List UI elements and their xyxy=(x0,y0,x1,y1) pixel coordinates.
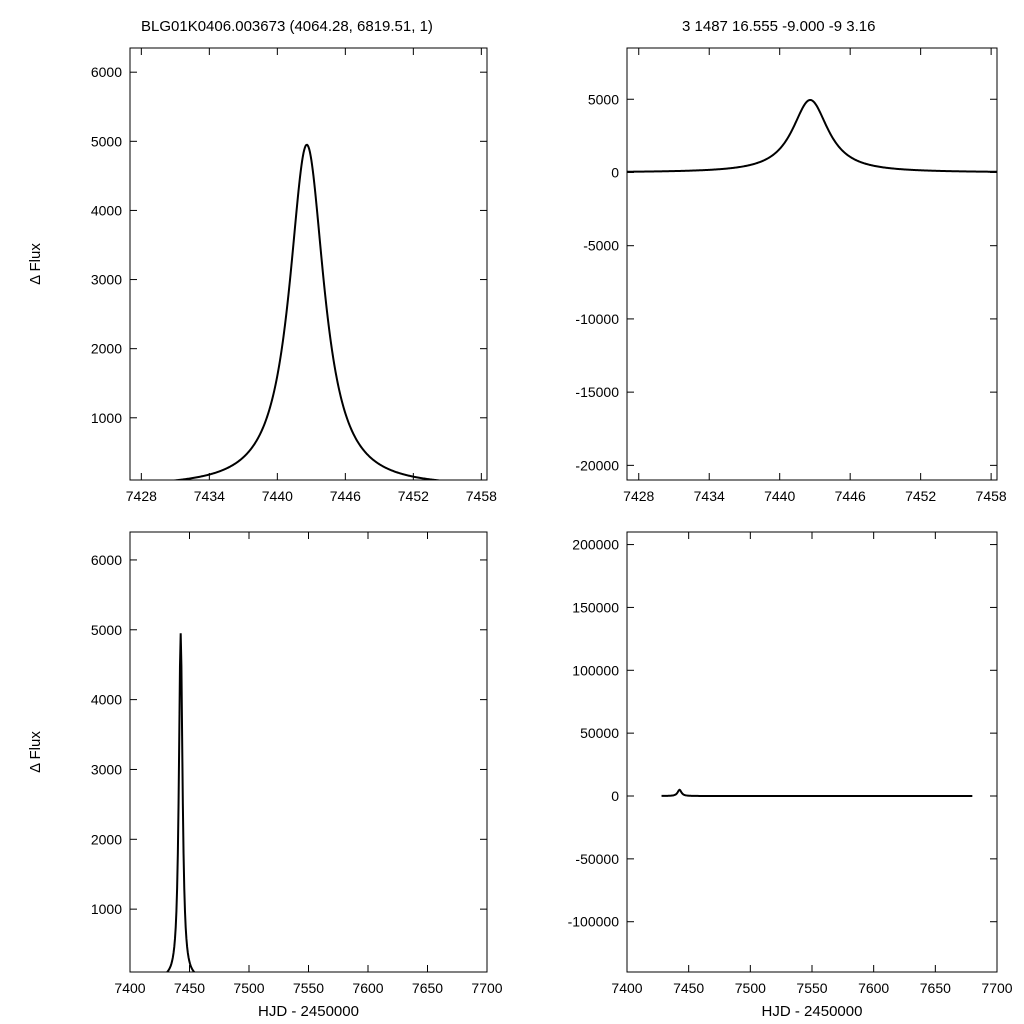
panel-top-right: 7428 7434 7440 7446 7452 7458 -20000 -15000 -100… xyxy=(575,47,1007,504)
x-tick-label: 7400 xyxy=(114,980,145,996)
y-tick-label: 100000 xyxy=(572,662,619,678)
x-tick-label: 7440 xyxy=(764,488,795,504)
x-tick-label: 7600 xyxy=(858,980,889,996)
y-tick-label: 150000 xyxy=(572,599,619,615)
x-tick-label: 7500 xyxy=(233,980,264,996)
y-tick-label: -10000 xyxy=(575,311,619,327)
plot-frame xyxy=(626,47,998,481)
x-tick-label: 7428 xyxy=(126,488,157,504)
x-tick-label: 7550 xyxy=(796,980,827,996)
x-tick-label: 7446 xyxy=(330,488,361,504)
x-tick-label: 7458 xyxy=(466,488,497,504)
y-tick-label: 0 xyxy=(611,164,619,180)
x-tick-label: 7600 xyxy=(352,980,383,996)
x-tick-label: 7428 xyxy=(623,488,654,504)
x-tick-label: 7450 xyxy=(673,980,704,996)
x-axis-label: HJD - 2450000 xyxy=(258,1003,359,1020)
model-curve xyxy=(627,98,997,173)
y-tick-label: 5000 xyxy=(588,91,619,107)
plot-frame xyxy=(129,531,488,973)
y-tick-label: -15000 xyxy=(575,384,619,400)
y-tick-label: 200000 xyxy=(572,537,619,553)
y-tick-label: -20000 xyxy=(575,457,619,473)
x-tick-label: 7500 xyxy=(735,980,766,996)
y-axis-label: Δ Flux xyxy=(27,731,44,773)
y-tick-label: 50000 xyxy=(580,725,619,741)
y-tick-label: 3000 xyxy=(91,761,122,777)
x-tick-label: 7434 xyxy=(194,488,225,504)
y-tick-label: 6000 xyxy=(91,64,122,80)
y-tick-label: -5000 xyxy=(583,238,619,254)
x-tick-label: 7650 xyxy=(920,980,951,996)
x-tick-label: 7440 xyxy=(262,488,293,504)
header-right: 3 1487 16.555 -9.000 -9 3.16 xyxy=(682,18,876,35)
y-tick-label: -50000 xyxy=(575,851,619,867)
model-curve xyxy=(661,788,973,797)
y-tick-label: 4000 xyxy=(91,692,122,708)
x-axis-label: HJD - 2450000 xyxy=(762,1003,863,1020)
x-tick-label: 7550 xyxy=(293,980,324,996)
x-tick-label: 7452 xyxy=(905,488,936,504)
x-tick-label: 7446 xyxy=(835,488,866,504)
x-tick-label: 7452 xyxy=(398,488,429,504)
y-tick-label: 5000 xyxy=(91,133,122,149)
y-tick-label: 1000 xyxy=(91,901,122,917)
panel-top-left: 7428 7434 7440 7446 7452 7458 1000 2000 3000 4000… xyxy=(27,47,497,504)
y-tick-label: 1000 xyxy=(91,410,122,426)
plot-frame xyxy=(129,47,488,481)
y-tick-label: 2000 xyxy=(91,831,122,847)
model-curve xyxy=(165,633,196,972)
plot-frame xyxy=(626,531,998,973)
y-tick-label: 0 xyxy=(611,788,619,804)
x-tick-label: 7400 xyxy=(611,980,642,996)
x-tick-label: 7450 xyxy=(174,980,205,996)
header-left: BLG01K0406.003673 (4064.28, 6819.51, 1) xyxy=(141,18,433,35)
y-tick-label: 4000 xyxy=(91,202,122,218)
x-tick-label: 7434 xyxy=(694,488,725,504)
y-tick-label: 5000 xyxy=(91,622,122,638)
y-axis-label: Δ Flux xyxy=(27,243,44,285)
panel-bottom-left: 7400 7450 7500 7550 7600 7650 7700 1000 2000 3000… xyxy=(27,531,503,1020)
x-tick-label: 7700 xyxy=(471,980,502,996)
y-tick-label: 3000 xyxy=(91,272,122,288)
y-tick-label: 6000 xyxy=(91,552,122,568)
x-tick-label: 7700 xyxy=(981,980,1012,996)
model-curve xyxy=(168,143,445,480)
panel-bottom-right: 7400 7450 7500 7550 7600 7650 7700 -100000 -5000… xyxy=(568,531,1013,1020)
x-tick-label: 7458 xyxy=(976,488,1007,504)
y-tick-label: 2000 xyxy=(91,341,122,357)
y-tick-label: -100000 xyxy=(568,914,620,930)
x-tick-label: 7650 xyxy=(412,980,443,996)
